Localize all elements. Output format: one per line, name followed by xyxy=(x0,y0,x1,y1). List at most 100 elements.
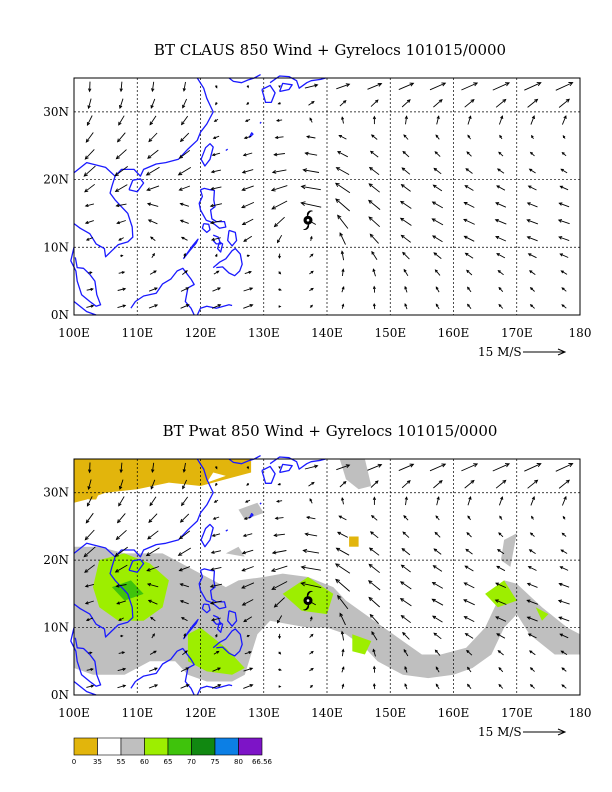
wind-vector xyxy=(210,617,221,622)
wind-vector xyxy=(115,584,127,588)
coastline xyxy=(248,512,254,519)
wind-vector xyxy=(275,499,283,503)
coastline xyxy=(212,247,243,277)
wind-vector xyxy=(341,116,345,124)
pwat-region-moist-patch-2 xyxy=(232,593,252,611)
x-tick-label: 170E xyxy=(501,326,533,340)
wind-vectors-bottom xyxy=(83,462,574,690)
wind-vector xyxy=(368,183,380,193)
chart-title-top: BT CLAUS 850 Wind + Gyrelocs 101015/0000 xyxy=(154,41,506,59)
wind-vector xyxy=(84,600,94,605)
wind-vector xyxy=(369,150,379,158)
coastline xyxy=(216,621,224,633)
wind-vector xyxy=(179,600,189,605)
wind-vector xyxy=(179,583,190,588)
wind-vector xyxy=(309,287,314,292)
legend-swatch xyxy=(238,737,263,756)
wind-vector xyxy=(209,583,222,588)
wind-vector xyxy=(496,565,506,572)
wind-vector xyxy=(309,650,314,655)
plot-frame-top xyxy=(73,77,581,316)
panel-bottom: 100E 110E 120E 130E 140E 150E 160E 170E 180 0N 10… xyxy=(43,455,591,739)
wind-vector xyxy=(463,582,475,589)
wind-vector xyxy=(464,633,474,639)
wind-vector xyxy=(300,581,322,589)
wind-vector xyxy=(83,165,96,177)
wind-vector xyxy=(178,185,191,191)
coastline xyxy=(130,647,195,696)
wind-vector xyxy=(115,529,127,541)
wind-vector xyxy=(464,565,474,572)
wind-vector xyxy=(432,184,443,192)
wind-vector xyxy=(398,82,415,91)
wind-vector xyxy=(561,667,567,672)
wind-vector xyxy=(118,496,125,507)
wind-vector xyxy=(369,233,379,244)
plot-frame-bottom xyxy=(73,458,581,696)
wind-vector xyxy=(150,98,156,109)
wind-vector xyxy=(429,463,447,472)
wind-vector xyxy=(117,684,127,689)
wind-vector xyxy=(241,201,255,209)
reference-arrow-top xyxy=(523,348,567,356)
wind-vector xyxy=(271,169,287,174)
wind-vector xyxy=(182,462,186,473)
wind-vector xyxy=(492,463,511,472)
wind-vector xyxy=(370,480,379,488)
x-tick-label: 130E xyxy=(248,326,280,340)
wind-vector xyxy=(147,599,158,605)
wind-vector xyxy=(151,252,155,259)
wind-vector xyxy=(399,200,412,209)
wind-vector xyxy=(560,650,568,655)
pwat-region-moist-patch xyxy=(206,472,226,483)
wind-vector xyxy=(404,285,408,293)
wind-vector xyxy=(368,580,381,591)
wind-vector xyxy=(432,565,443,572)
wind-vector xyxy=(209,220,222,225)
wind-vector xyxy=(273,533,285,538)
wind-vector xyxy=(561,304,567,309)
wind-vector xyxy=(461,463,479,472)
wind-vector xyxy=(367,82,383,90)
wind-vector xyxy=(339,100,347,107)
x-tick-label: 140E xyxy=(311,326,343,340)
wind-vector xyxy=(559,633,569,639)
wind-vector xyxy=(302,168,320,173)
wind-vector xyxy=(402,251,410,260)
wind-vector xyxy=(213,499,219,503)
wind-vector xyxy=(433,548,442,555)
wind-vector xyxy=(463,599,475,606)
wind-vector xyxy=(368,216,381,228)
wind-vector xyxy=(466,151,472,157)
wind-vector xyxy=(87,479,92,491)
wind-vector xyxy=(214,633,218,638)
wind-vector xyxy=(401,547,411,556)
wind-vector xyxy=(560,270,568,275)
coastline xyxy=(198,568,227,610)
wind-vector xyxy=(558,202,570,208)
wind-vector xyxy=(434,649,441,656)
wind-vector xyxy=(243,135,252,140)
pwat-region-dry-north xyxy=(74,459,252,503)
wind-vector xyxy=(273,216,285,228)
wind-vector xyxy=(84,564,95,573)
wind-vector xyxy=(557,219,570,225)
wind-vector xyxy=(85,237,94,241)
coastline xyxy=(196,304,233,316)
wind-vector xyxy=(243,304,254,309)
wind-vector xyxy=(561,115,567,125)
wind-vector xyxy=(524,82,542,91)
wind-vector xyxy=(116,600,126,605)
wind-vector xyxy=(246,634,251,638)
wind-vector xyxy=(215,102,218,106)
wind-vector xyxy=(147,149,159,159)
wind-vector xyxy=(372,648,376,657)
wind-vector xyxy=(309,235,313,242)
wind-vector xyxy=(181,115,189,126)
wind-vector xyxy=(498,683,504,689)
wind-vector xyxy=(273,597,285,608)
wind-vector xyxy=(334,182,351,194)
wind-vector xyxy=(561,151,567,157)
wind-vector xyxy=(531,134,534,140)
wind-vector xyxy=(529,667,535,672)
